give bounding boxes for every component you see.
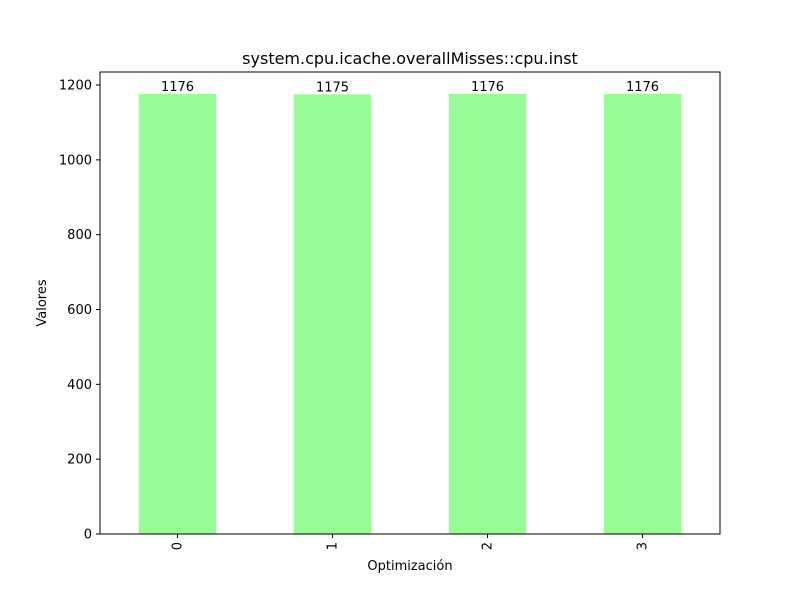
bar-value-label-2: 1176 — [471, 80, 504, 95]
bar-2 — [448, 94, 527, 534]
y-tick-label-200: 200 — [67, 453, 92, 468]
x-tick-label-0: 0 — [171, 542, 186, 550]
bar-0 — [138, 94, 217, 534]
bar-1 — [293, 94, 372, 535]
bars-group — [138, 94, 682, 535]
bar-labels-group: 1176 1175 1176 1176 — [161, 80, 659, 95]
x-tick-label-1: 1 — [326, 542, 341, 550]
bar-value-label-0: 1176 — [161, 80, 194, 95]
chart-title: system.cpu.icache.overallMisses::cpu.ins… — [242, 49, 578, 68]
y-tick-label-1000: 1000 — [59, 153, 92, 168]
plot-frame — [99, 71, 721, 535]
y-tick-label-600: 600 — [67, 303, 92, 318]
bar-value-label-1: 1175 — [316, 80, 349, 95]
bar-value-label-3: 1176 — [626, 80, 659, 95]
y-tick-label-800: 800 — [67, 228, 92, 243]
x-tick-label-3: 3 — [636, 542, 651, 550]
bar-3 — [603, 94, 682, 534]
x-axis-label: Optimización — [367, 559, 452, 574]
x-tick-label-2: 2 — [481, 542, 496, 550]
y-axis-label: Valores — [35, 279, 50, 326]
y-tick-label-400: 400 — [67, 378, 92, 393]
y-axis: 0 200 400 600 800 1000 1200 — [59, 79, 100, 543]
y-tick-label-0: 0 — [84, 528, 92, 543]
x-axis: 0 1 2 3 — [171, 534, 651, 550]
y-tick-label-1200: 1200 — [59, 79, 92, 94]
